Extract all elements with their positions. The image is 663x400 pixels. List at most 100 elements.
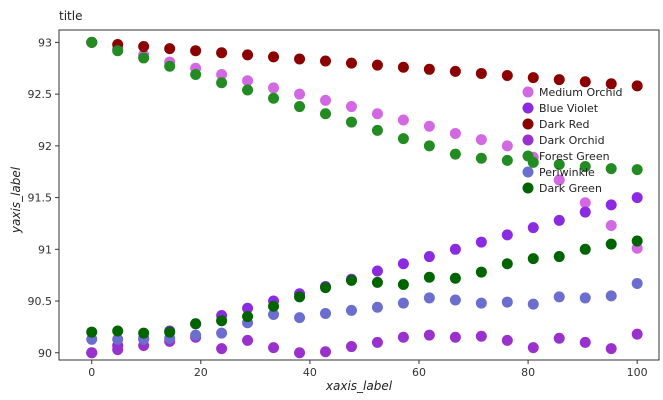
data-point-forest-green	[216, 77, 228, 89]
series-dark-red	[86, 36, 643, 92]
data-point-forest-green	[190, 68, 202, 80]
data-point-forest-green	[553, 158, 565, 170]
data-point-dark-green	[605, 238, 617, 250]
data-point-dark-orchid	[605, 343, 617, 355]
data-point-dark-red	[397, 61, 409, 73]
data-point-forest-green	[164, 60, 176, 72]
data-point-dark-orchid	[345, 341, 357, 353]
data-point-forest-green	[449, 148, 461, 160]
data-point-dark-green	[579, 243, 591, 255]
data-point-dark-orchid	[449, 331, 461, 343]
data-point-dark-green	[242, 311, 254, 323]
data-point-blue-violet	[242, 302, 254, 314]
data-point-blue-violet	[423, 251, 435, 263]
data-point-dark-red	[216, 47, 228, 59]
data-point-dark-red	[294, 53, 306, 65]
x-tick-label: 40	[303, 366, 317, 379]
data-point-medium-orchid	[449, 127, 461, 139]
data-point-dark-green	[320, 282, 332, 294]
legend-marker	[522, 150, 534, 162]
data-point-dark-green	[371, 276, 383, 288]
legend-marker	[522, 182, 534, 194]
data-point-dark-green	[112, 325, 124, 337]
data-point-medium-orchid	[242, 75, 254, 87]
data-point-dark-red	[190, 45, 202, 57]
legend-label: Dark Red	[539, 118, 590, 131]
y-tick-label: 91	[38, 243, 52, 256]
data-point-medium-orchid	[475, 134, 487, 146]
data-point-periwinkle	[112, 333, 124, 345]
chart-title: title	[59, 9, 82, 23]
data-point-dark-green	[86, 326, 98, 338]
x-tick-label: 80	[521, 366, 535, 379]
data-point-dark-red	[242, 49, 254, 61]
y-tick-label: 92.5	[28, 88, 53, 101]
data-point-dark-orchid	[397, 331, 409, 343]
x-tick-label: 20	[194, 366, 208, 379]
data-point-dark-orchid	[631, 328, 643, 340]
data-point-dark-green	[449, 272, 461, 284]
data-point-dark-red	[553, 74, 565, 86]
data-point-medium-orchid	[294, 88, 306, 100]
data-point-dark-green	[294, 291, 306, 303]
data-point-dark-green	[423, 271, 435, 283]
data-point-periwinkle	[190, 329, 202, 341]
y-axis-title: yaxis_label	[9, 166, 23, 234]
legend-label: Dark Green	[539, 182, 602, 195]
data-point-dark-red	[138, 41, 150, 53]
data-point-blue-violet	[501, 229, 513, 241]
data-point-dark-green	[527, 253, 539, 265]
data-point-forest-green	[631, 164, 643, 176]
x-tick-label: 0	[88, 366, 95, 379]
data-point-dark-green	[501, 258, 513, 270]
y-tick-label: 90.5	[28, 295, 53, 308]
data-point-dark-red	[320, 55, 332, 67]
legend-label: Medium Orchid	[539, 86, 622, 99]
data-point-medium-orchid	[501, 140, 513, 152]
axes: 0 20 40 60 80 100 90 90.5 91 91.5 92 92.5 93	[28, 36, 648, 379]
data-point-periwinkle	[345, 304, 357, 316]
x-tick-label: 100	[627, 366, 648, 379]
data-point-dark-red	[423, 63, 435, 75]
data-point-dark-red	[631, 80, 643, 92]
data-point-medium-orchid	[553, 174, 565, 186]
data-point-dark-green	[475, 266, 487, 278]
data-point-periwinkle	[527, 298, 539, 310]
data-point-dark-orchid	[86, 347, 98, 359]
data-point-medium-orchid	[216, 68, 228, 80]
data-point-forest-green	[112, 45, 124, 57]
data-point-forest-green	[423, 140, 435, 152]
data-point-forest-green	[268, 92, 280, 104]
plot-area	[58, 29, 660, 361]
data-point-dark-red	[268, 51, 280, 63]
data-point-periwinkle	[579, 292, 591, 304]
data-point-dark-orchid	[320, 346, 332, 358]
data-point-periwinkle	[320, 307, 332, 319]
data-point-dark-orchid	[294, 347, 306, 359]
data-point-dark-red	[164, 43, 176, 55]
data-point-forest-green	[579, 161, 591, 173]
data-point-dark-green	[553, 251, 565, 263]
data-point-dark-orchid	[501, 334, 513, 346]
y-tick-label: 90	[38, 347, 52, 360]
data-point-periwinkle	[397, 297, 409, 309]
data-point-periwinkle	[605, 290, 617, 302]
data-point-periwinkle	[371, 301, 383, 313]
data-point-blue-violet	[631, 192, 643, 204]
data-point-dark-red	[475, 67, 487, 79]
data-point-blue-violet	[527, 222, 539, 234]
legend-marker	[522, 134, 534, 146]
data-point-periwinkle	[449, 294, 461, 306]
data-point-medium-orchid	[371, 108, 383, 120]
y-tick-label: 92	[38, 140, 52, 153]
data-point-dark-red	[371, 59, 383, 71]
data-point-medium-orchid	[605, 220, 617, 232]
data-point-dark-orchid	[371, 336, 383, 348]
data-point-periwinkle	[423, 292, 435, 304]
plot-border	[58, 29, 660, 361]
data-point-periwinkle	[294, 312, 306, 324]
data-point-dark-green	[164, 326, 176, 338]
series-dark-green	[86, 235, 643, 339]
data-points	[86, 36, 643, 359]
